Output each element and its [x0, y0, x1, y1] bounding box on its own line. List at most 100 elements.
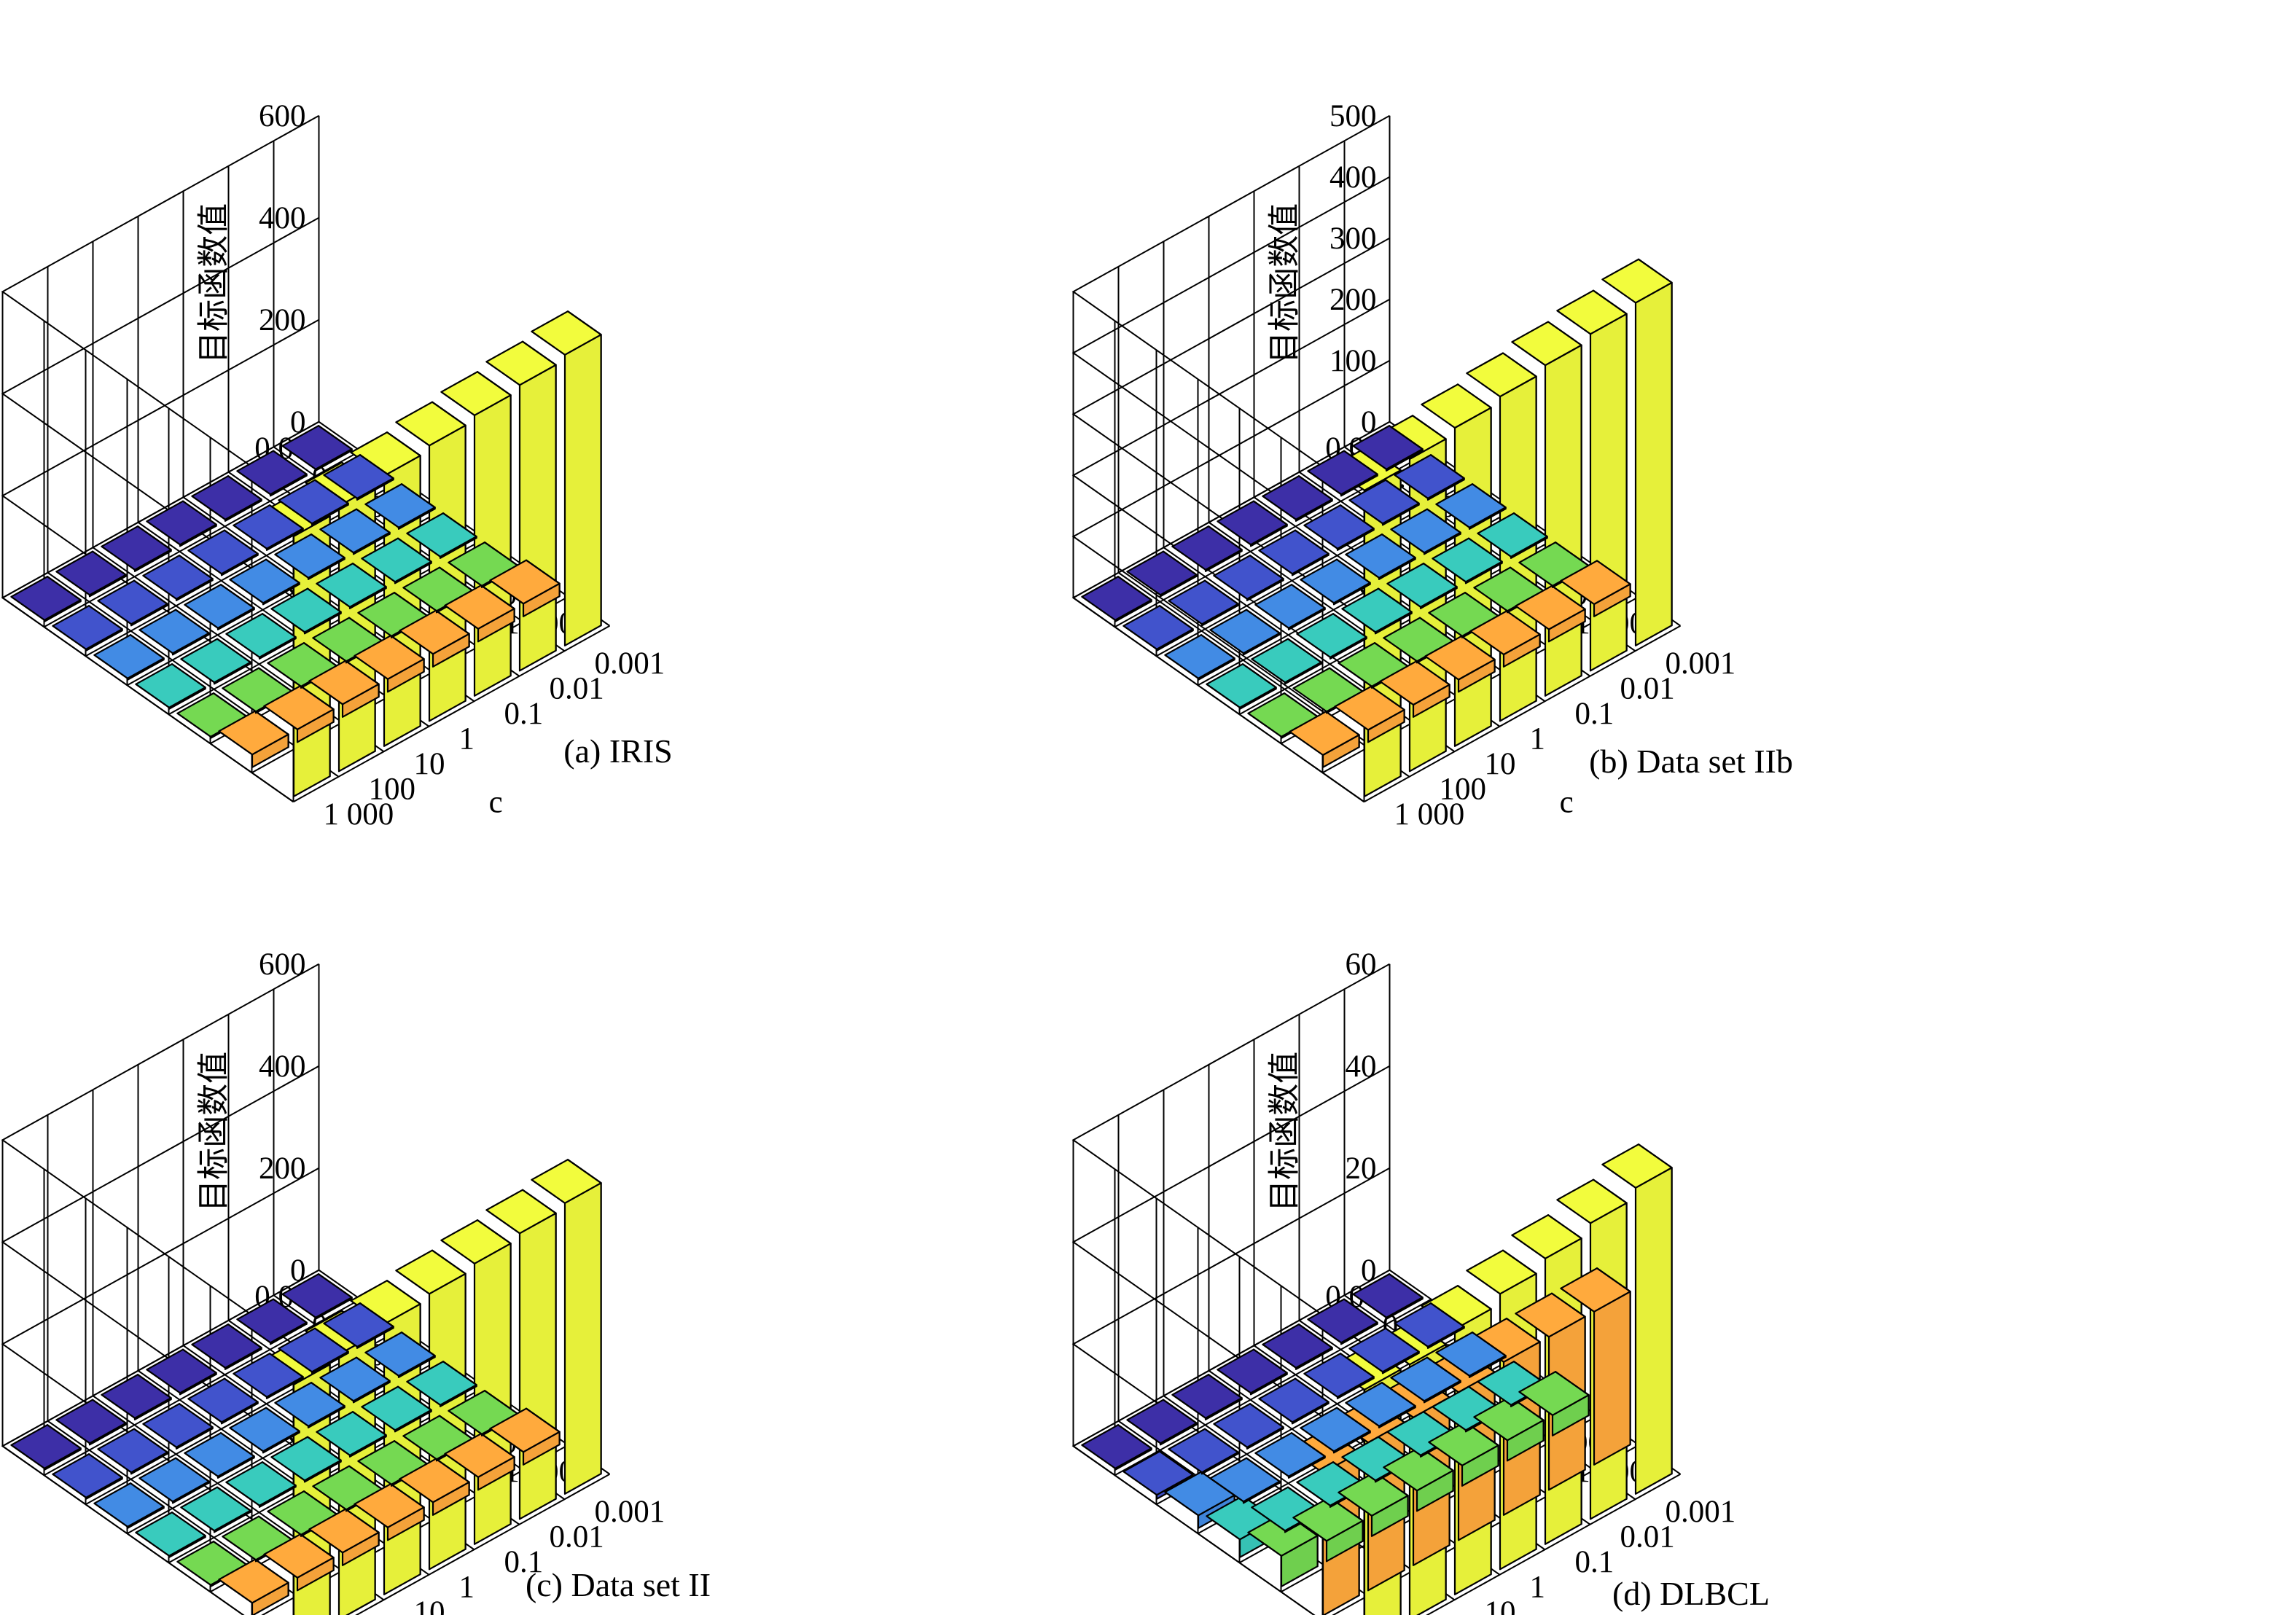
bar-face-top — [1122, 1450, 1194, 1496]
bar-face-top — [135, 663, 206, 708]
bar — [354, 1483, 425, 1541]
bar — [1348, 479, 1420, 526]
bar — [1217, 1348, 1288, 1396]
bar-face-top — [361, 1385, 432, 1431]
bar-face-top — [531, 310, 602, 356]
y-tick-label: 1 000 — [1394, 797, 1465, 832]
y-tick-label: 0.01 — [1620, 672, 1675, 706]
bar — [1300, 558, 1371, 606]
bar — [316, 563, 387, 609]
bar — [1171, 1374, 1243, 1420]
panel-caption: (b) Data set IIb — [1589, 743, 1793, 780]
y-tick-label: 0.1 — [1575, 697, 1614, 731]
z-tick-label: 0 — [290, 405, 306, 439]
bar — [361, 537, 432, 584]
bar-face-top — [10, 1424, 82, 1469]
bar — [184, 1432, 255, 1479]
bar — [1126, 1399, 1198, 1446]
bar — [1352, 1273, 1424, 1320]
bar — [146, 500, 217, 547]
bar — [1168, 1428, 1239, 1475]
z-tick-label: 600 — [259, 99, 306, 133]
bar-face-top — [218, 1558, 289, 1604]
y-tick-label: 0.01 — [550, 1520, 604, 1555]
bar — [1213, 555, 1284, 601]
bar — [1307, 1298, 1378, 1345]
bar-face-top — [52, 605, 123, 650]
floor-line — [1, 1445, 245, 1615]
chart-panel-2: 0100200300400500目标函数值0.0010.010.11101001… — [1071, 99, 1793, 832]
bar — [1258, 1377, 1329, 1425]
bar-face-top — [1254, 584, 1326, 629]
z-axis-label: 目标函数值 — [1266, 1052, 1303, 1212]
bar — [138, 609, 210, 656]
bar-face-top — [1171, 1374, 1243, 1419]
bar — [1352, 425, 1424, 472]
bar-face-top — [1352, 425, 1424, 470]
bar-face-top — [1345, 1382, 1416, 1427]
y-tick-label: 1 — [459, 1571, 475, 1605]
bar — [1560, 560, 1631, 617]
bar-face-top — [191, 1323, 262, 1369]
bar — [101, 1374, 172, 1420]
bar — [135, 663, 206, 710]
y-tick-label: 10 — [1485, 747, 1516, 781]
bar — [1383, 1446, 1454, 1512]
floor-line — [137, 1369, 430, 1576]
bar — [1386, 563, 1458, 609]
bar — [93, 634, 165, 681]
bar-face-top — [319, 1356, 391, 1402]
y-tick-label: 100 — [369, 773, 416, 807]
bar — [319, 508, 391, 555]
bar-face-top — [1300, 558, 1371, 604]
y-tick-label: 1 — [459, 722, 475, 756]
bar-face-top — [233, 1353, 304, 1398]
bar-face-top — [1466, 352, 1537, 398]
bar-face-top — [1511, 1214, 1582, 1259]
bar-face-top — [354, 1483, 425, 1528]
bar — [1435, 483, 1507, 530]
bar — [406, 512, 477, 559]
bar-face-side — [1593, 1291, 1631, 1466]
bar-face-top — [1217, 1348, 1288, 1394]
bar — [270, 1436, 342, 1483]
z-tick-label: 200 — [259, 303, 306, 337]
bar-face-top — [281, 1273, 353, 1318]
bar — [233, 504, 304, 551]
bar-face-top — [440, 371, 512, 416]
bar-face-top — [1262, 1323, 1333, 1369]
bar — [1424, 635, 1496, 693]
bar — [1348, 1327, 1420, 1374]
bar-face-top — [1473, 1396, 1545, 1442]
y-tick-label: 1 — [1530, 1571, 1546, 1605]
bar-face-top — [406, 512, 477, 558]
bar-face-top — [395, 1249, 466, 1295]
bar — [1394, 454, 1465, 501]
bar — [142, 555, 214, 601]
bar-face-top — [184, 1432, 255, 1477]
bar-face-top — [1296, 613, 1367, 658]
bar — [1601, 258, 1673, 646]
bar — [97, 579, 168, 627]
bar-face-top — [101, 1374, 172, 1419]
y-tick-label: 0.001 — [1666, 1495, 1736, 1529]
panel-caption: (c) Data set II — [526, 1566, 711, 1603]
bar-face-top — [142, 1403, 214, 1448]
bar-face-top — [1469, 1318, 1541, 1363]
bar-face-top — [55, 550, 127, 596]
bar-face-top — [1209, 1457, 1281, 1503]
bar-face-top — [308, 1508, 380, 1554]
bar-face-top — [485, 1189, 557, 1235]
bar — [236, 450, 308, 497]
bar — [1303, 504, 1375, 551]
bar-face-top — [1515, 584, 1586, 630]
bar — [281, 425, 353, 472]
bar-face-top — [308, 660, 380, 705]
bar — [323, 454, 394, 501]
bar — [308, 660, 380, 718]
bar-face-top — [52, 1453, 123, 1498]
bar-face-top — [354, 635, 425, 680]
bar-face-top — [364, 1332, 436, 1377]
